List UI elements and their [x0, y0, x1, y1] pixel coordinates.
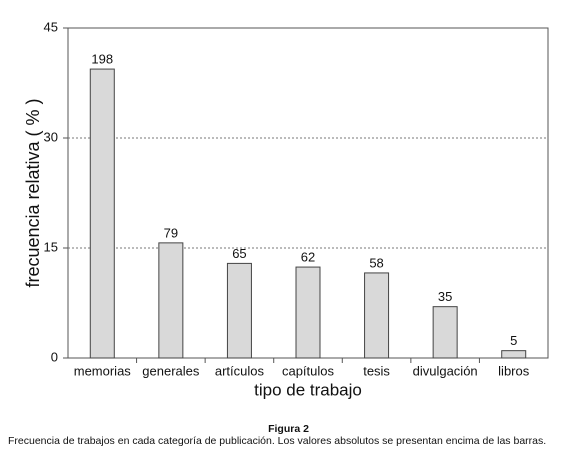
y-tick-label: 0 [51, 349, 58, 364]
y-tick-label: 30 [44, 129, 58, 144]
x-tick-label: divulgación [413, 363, 478, 378]
x-tick-label: memorias [74, 363, 132, 378]
caption-title: Figura 2 [268, 423, 309, 435]
bar [295, 266, 321, 359]
x-tick-label: capítulos [282, 363, 335, 378]
x-tick-label: artículos [215, 363, 265, 378]
y-axis-label: frecuencia relativa ( % ) [23, 98, 43, 287]
bar [89, 68, 115, 359]
caption-text: Frecuencia de trabajos en cada categoría… [8, 435, 547, 447]
bar [364, 272, 390, 359]
bar [432, 306, 458, 359]
count-label: 65 [232, 246, 246, 261]
x-tick-label: libros [498, 363, 530, 378]
bar [158, 242, 184, 359]
count-label: 58 [369, 255, 383, 270]
count-label: 5 [510, 333, 517, 348]
x-tick-label: generales [142, 363, 200, 378]
count-label: 62 [301, 250, 315, 265]
bar [226, 262, 252, 359]
bar [501, 350, 527, 359]
count-label: 79 [164, 225, 178, 240]
y-tick-label: 45 [44, 19, 58, 34]
count-label: 198 [91, 52, 113, 67]
y-tick-label: 15 [44, 239, 58, 254]
chart: frecuencia relativa ( % ) tipo de trabaj… [23, 19, 549, 399]
count-label: 35 [438, 289, 452, 304]
x-axis-label: tipo de trabajo [254, 380, 362, 399]
x-tick-label: tesis [363, 363, 390, 378]
